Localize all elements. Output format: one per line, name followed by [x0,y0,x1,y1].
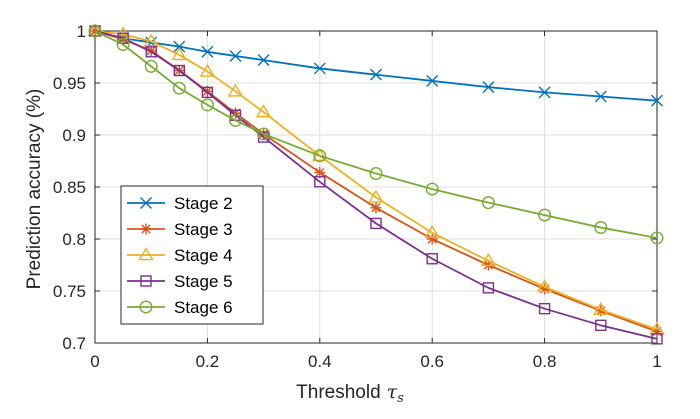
legend-marker-stage-5 [140,275,152,287]
data-point-stage-2 [257,54,270,67]
data-point-stage-6 [481,196,495,210]
data-point-stage-4 [199,63,216,77]
legend-entry-stage-2: Stage 2 [127,194,233,213]
data-point-stage-4 [143,33,159,47]
data-point-stage-5 [482,282,495,294]
data-point-stage-6 [172,81,186,95]
legend-label-stage-2: Stage 2 [174,194,233,213]
data-point-stage-4 [255,104,272,118]
y-tick-label: 1 [77,22,86,41]
legend-marker-stage-3 [140,223,152,235]
data-point-stage-5 [595,319,607,332]
legend-entry-stage-3: Stage 3 [127,220,233,239]
data-point-stage-6 [88,24,102,38]
data-point-stage-2 [229,49,242,62]
legend-marker-stage-2 [140,197,152,209]
data-point-stage-2 [370,68,382,81]
x-axis-title: Threshold τs [296,381,404,406]
x-tick-label: 0.2 [196,352,220,371]
data-point-stage-4 [480,252,497,267]
legend-label-stage-5: Stage 5 [174,272,233,291]
data-point-stage-4 [171,47,188,61]
data-point-stage-3 [426,233,438,245]
y-tick-label: 0.8 [62,230,86,249]
series-stage-5 [89,25,663,345]
data-point-stage-5 [117,32,129,44]
legend-marker-stage-6 [139,300,153,314]
data-point-stage-6 [116,38,130,52]
data-point-stage-5 [173,64,186,77]
data-point-stage-4 [593,301,609,315]
y-tick-label: 0.95 [53,74,86,93]
legend-label-stage-6: Stage 6 [174,298,233,317]
data-point-stage-5 [651,333,663,345]
data-point-stage-2 [482,81,495,94]
x-axis-title-symbol: τ [387,381,398,403]
tick-labels: 0 0.2 0.4 0.6 0.8 1 0.7 0.75 0.8 0.85 0.9 0.95 1 [53,22,662,371]
data-point-stage-2 [313,62,326,75]
data-point-stage-2 [426,74,439,87]
data-point-stage-6 [650,231,664,245]
data-point-stage-6 [228,113,242,127]
data-point-stage-4 [227,83,244,97]
data-point-stage-5 [314,176,326,188]
data-point-stage-6 [538,208,552,222]
data-point-stage-6 [313,149,327,163]
data-point-stage-2 [173,40,186,53]
y-tick-label: 0.9 [62,126,86,145]
legend-entry-stage-5: Stage 5 [127,272,233,291]
data-point-stage-5 [538,302,551,315]
data-point-stage-6 [369,166,383,180]
data-point-stage-5 [145,46,157,58]
y-tick-label: 0.7 [62,334,86,353]
legend: Stage 2 Stage 3 Stage 4 Stage 5 Stage 6 [120,185,264,325]
legend-label-stage-3: Stage 3 [174,220,233,239]
data-point-stage-2 [201,45,214,58]
x-tick-label: 0.8 [533,352,557,371]
series-group [87,23,665,345]
y-tick-label: 0.75 [53,282,86,301]
legend-label-stage-4: Stage 4 [174,246,233,265]
legend-entry-stage-6: Stage 6 [127,298,233,317]
x-axis-title-subscript: s [397,391,404,406]
x-axis-title-text: Threshold [296,382,381,403]
axes [94,30,658,344]
data-point-stage-3 [370,202,382,214]
data-point-stage-2 [594,90,607,103]
series-stage-4 [87,23,665,335]
data-point-stage-6 [425,182,439,196]
data-point-stage-4 [536,278,553,293]
series-stage-6 [88,24,664,245]
data-point-stage-5 [89,25,101,37]
data-point-stage-6 [257,127,271,141]
data-point-stage-5 [201,86,214,99]
data-point-stage-5 [426,253,438,265]
data-point-stage-6 [144,59,158,73]
data-point-stage-2 [651,94,663,107]
legend-marker-stage-4 [138,247,154,261]
x-tick-label: 0 [90,352,99,371]
data-point-stage-4 [368,189,384,203]
legend-entry-stage-4: Stage 4 [127,246,233,265]
y-axis-title: Prediction accuracy (%) [24,89,45,290]
data-point-stage-5 [370,217,382,230]
data-point-stage-2 [538,86,551,99]
data-point-stage-6 [200,98,214,112]
x-tick-label: 0.4 [308,352,332,371]
data-point-stage-6 [594,221,608,235]
y-tick-label: 0.85 [53,178,86,197]
data-point-stage-4 [424,224,440,239]
x-tick-label: 1 [652,352,661,371]
x-tick-label: 0.6 [420,352,444,371]
